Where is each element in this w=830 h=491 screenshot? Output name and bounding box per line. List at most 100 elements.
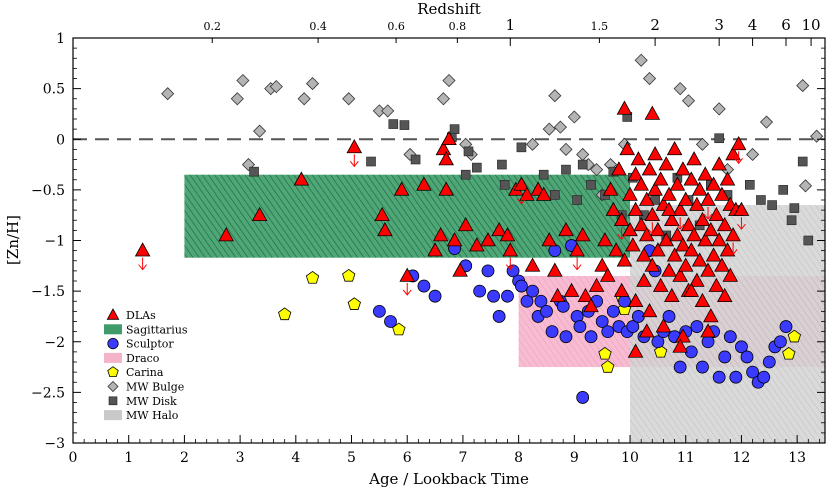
dla-point	[694, 292, 711, 308]
upper-limit-head	[737, 223, 746, 230]
disk-point	[789, 203, 800, 213]
bulge-point	[590, 163, 604, 177]
dla-point	[627, 343, 644, 358]
sculptor-point	[556, 299, 570, 313]
dla-point	[638, 227, 655, 242]
legend-marker-sculptor	[107, 337, 119, 350]
upper-limit-head	[505, 264, 515, 271]
dla-point	[661, 186, 677, 201]
bulge-point	[642, 71, 657, 86]
dla-point	[666, 247, 683, 262]
dla-point	[705, 247, 722, 262]
legend-label-carina: Carina	[126, 366, 164, 379]
dla-point	[714, 257, 730, 272]
dla-point	[627, 166, 644, 181]
sculptor-point	[545, 325, 559, 339]
dla-point	[675, 161, 691, 176]
dla-point	[644, 206, 661, 221]
upper-limit-head	[647, 228, 657, 235]
upper-limit-arrow	[737, 217, 746, 230]
axes-layer: 0 1 2 3 4 5 6 7 8 9 10 11 12 1310.50−0.5−1−1.5−2−2.5−…	[31, 16, 826, 466]
dla-point	[658, 156, 675, 171]
dla-point	[716, 216, 733, 232]
bulge-point	[712, 102, 726, 116]
dla-point	[677, 191, 694, 206]
disk-point	[399, 120, 410, 130]
disk-point	[449, 124, 460, 134]
dla-point	[583, 297, 599, 313]
dla-point	[599, 267, 616, 282]
sculptor-point	[372, 304, 386, 318]
x-tick-label: 4	[291, 450, 300, 466]
x-tick-label: 9	[570, 450, 579, 466]
carina-point	[342, 268, 356, 282]
dla-point	[446, 232, 463, 247]
legend-entry: Sagittarius	[104, 323, 188, 336]
dla-point	[675, 237, 691, 252]
dla-point	[719, 242, 736, 257]
sculptor-point	[573, 320, 587, 333]
sculptor-point	[662, 310, 676, 323]
region-sagittarius	[184, 174, 631, 258]
redshift-tick-label: 0.4	[309, 20, 327, 33]
x-tick-label: 2	[180, 450, 189, 466]
bulge-point	[269, 80, 283, 94]
dla-point	[703, 308, 719, 323]
disk-point	[410, 154, 421, 165]
dla-point	[661, 262, 677, 277]
dla-point	[535, 186, 552, 201]
carina-point	[654, 344, 668, 358]
sculptor-point	[735, 340, 748, 354]
dla-point	[627, 201, 644, 216]
points-layer	[134, 53, 824, 404]
upper-limit-arrow	[349, 154, 359, 168]
disk-point	[744, 180, 755, 190]
dla-point	[435, 141, 452, 156]
sculptor-point	[384, 315, 397, 328]
sculptor-point	[774, 335, 787, 349]
legend-marker-carina	[107, 366, 119, 378]
legend-entry: DLAs	[106, 308, 156, 322]
sculptor-point	[696, 360, 709, 374]
sculptor-point	[481, 264, 495, 278]
x-axis-label: Age / Lookback Time	[368, 470, 529, 488]
legend-entry: MW Disk	[108, 395, 177, 408]
bulge-point	[810, 129, 824, 143]
redshift-tick-label: 1	[506, 16, 516, 34]
sculptor-point	[595, 315, 609, 328]
sculptor-point	[690, 320, 704, 333]
sculptor-point	[540, 304, 553, 318]
upper-limit-arrow	[703, 207, 713, 220]
sculptor-point	[487, 289, 500, 303]
sculptor-point	[559, 330, 573, 344]
disk-point	[499, 180, 510, 190]
dla-point	[711, 232, 727, 247]
dla-point	[577, 287, 594, 302]
bulge-point	[442, 73, 456, 88]
dla-point	[683, 242, 700, 257]
dla-point	[499, 227, 516, 242]
redshift-tick-label: 1.5	[591, 20, 609, 33]
bulge-point	[381, 104, 395, 118]
dla-point	[602, 181, 619, 196]
x-tick-label: 13	[788, 450, 806, 466]
disk-point	[797, 156, 808, 167]
dla-point	[641, 303, 658, 318]
dla-point	[633, 176, 649, 191]
sculptor-point	[548, 244, 562, 258]
legend-swatch-sagittarius	[104, 324, 122, 335]
sculptor-point	[601, 325, 615, 339]
dla-point	[683, 171, 700, 186]
upper-limit-arrow	[734, 151, 744, 165]
bulge-point	[548, 89, 562, 103]
disk-point	[586, 180, 596, 190]
dla-point	[641, 161, 658, 176]
dla-point	[700, 323, 716, 338]
bulge-point	[746, 147, 760, 162]
carina-point	[782, 346, 796, 360]
sculptor-point	[729, 370, 743, 384]
bulge-point	[695, 137, 710, 151]
dla-point	[672, 338, 688, 353]
disk-point	[249, 166, 259, 177]
